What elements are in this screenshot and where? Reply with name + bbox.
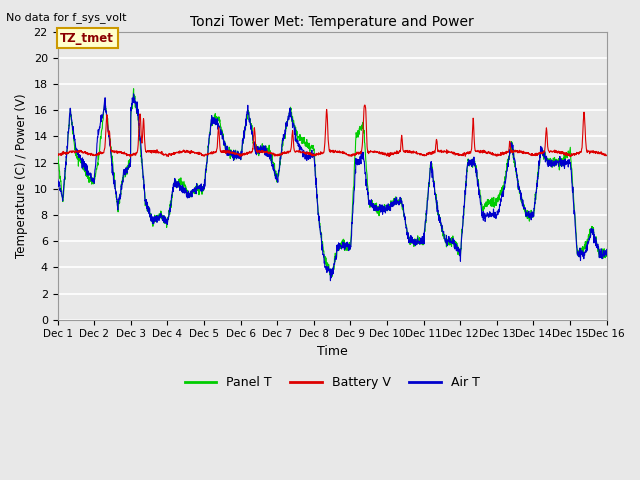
Legend: Panel T, Battery V, Air T: Panel T, Battery V, Air T <box>180 371 484 394</box>
Text: No data for f_sys_volt: No data for f_sys_volt <box>6 12 127 23</box>
Y-axis label: Temperature (C) / Power (V): Temperature (C) / Power (V) <box>15 93 28 258</box>
X-axis label: Time: Time <box>317 345 348 358</box>
Title: Tonzi Tower Met: Temperature and Power: Tonzi Tower Met: Temperature and Power <box>190 15 474 29</box>
Text: TZ_tmet: TZ_tmet <box>60 32 114 45</box>
